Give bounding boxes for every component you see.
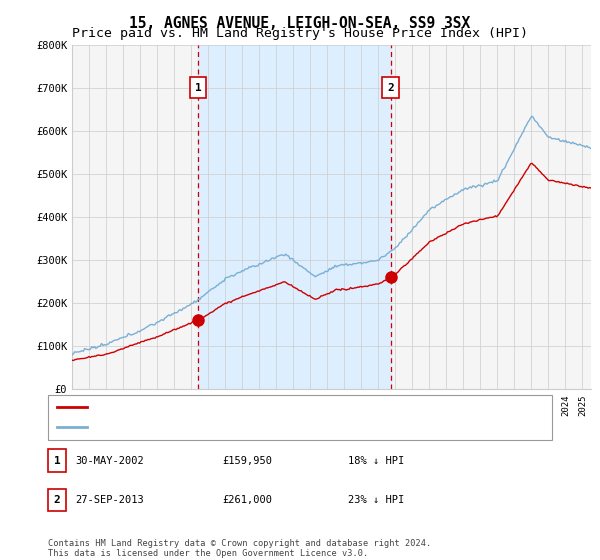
Text: 2: 2 [388,83,394,93]
Text: 18% ↓ HPI: 18% ↓ HPI [348,456,404,465]
Text: 1: 1 [53,456,61,465]
Text: £261,000: £261,000 [222,495,272,505]
Text: 30-MAY-2002: 30-MAY-2002 [75,456,144,465]
Text: 15, AGNES AVENUE, LEIGH-ON-SEA, SS9 3SX: 15, AGNES AVENUE, LEIGH-ON-SEA, SS9 3SX [130,16,470,31]
Text: 27-SEP-2013: 27-SEP-2013 [75,495,144,505]
Text: 15, AGNES AVENUE, LEIGH-ON-SEA, SS9 3SX (detached house): 15, AGNES AVENUE, LEIGH-ON-SEA, SS9 3SX … [93,402,443,412]
Text: 2: 2 [53,495,61,505]
Text: Price paid vs. HM Land Registry's House Price Index (HPI): Price paid vs. HM Land Registry's House … [72,27,528,40]
Bar [198,45,391,389]
Text: £159,950: £159,950 [222,456,272,465]
Text: 1: 1 [195,83,202,93]
Text: HPI: Average price, detached house, Southend-on-Sea: HPI: Average price, detached house, Sout… [93,422,412,432]
Text: Contains HM Land Registry data © Crown copyright and database right 2024.
This d: Contains HM Land Registry data © Crown c… [48,539,431,558]
Text: 23% ↓ HPI: 23% ↓ HPI [348,495,404,505]
